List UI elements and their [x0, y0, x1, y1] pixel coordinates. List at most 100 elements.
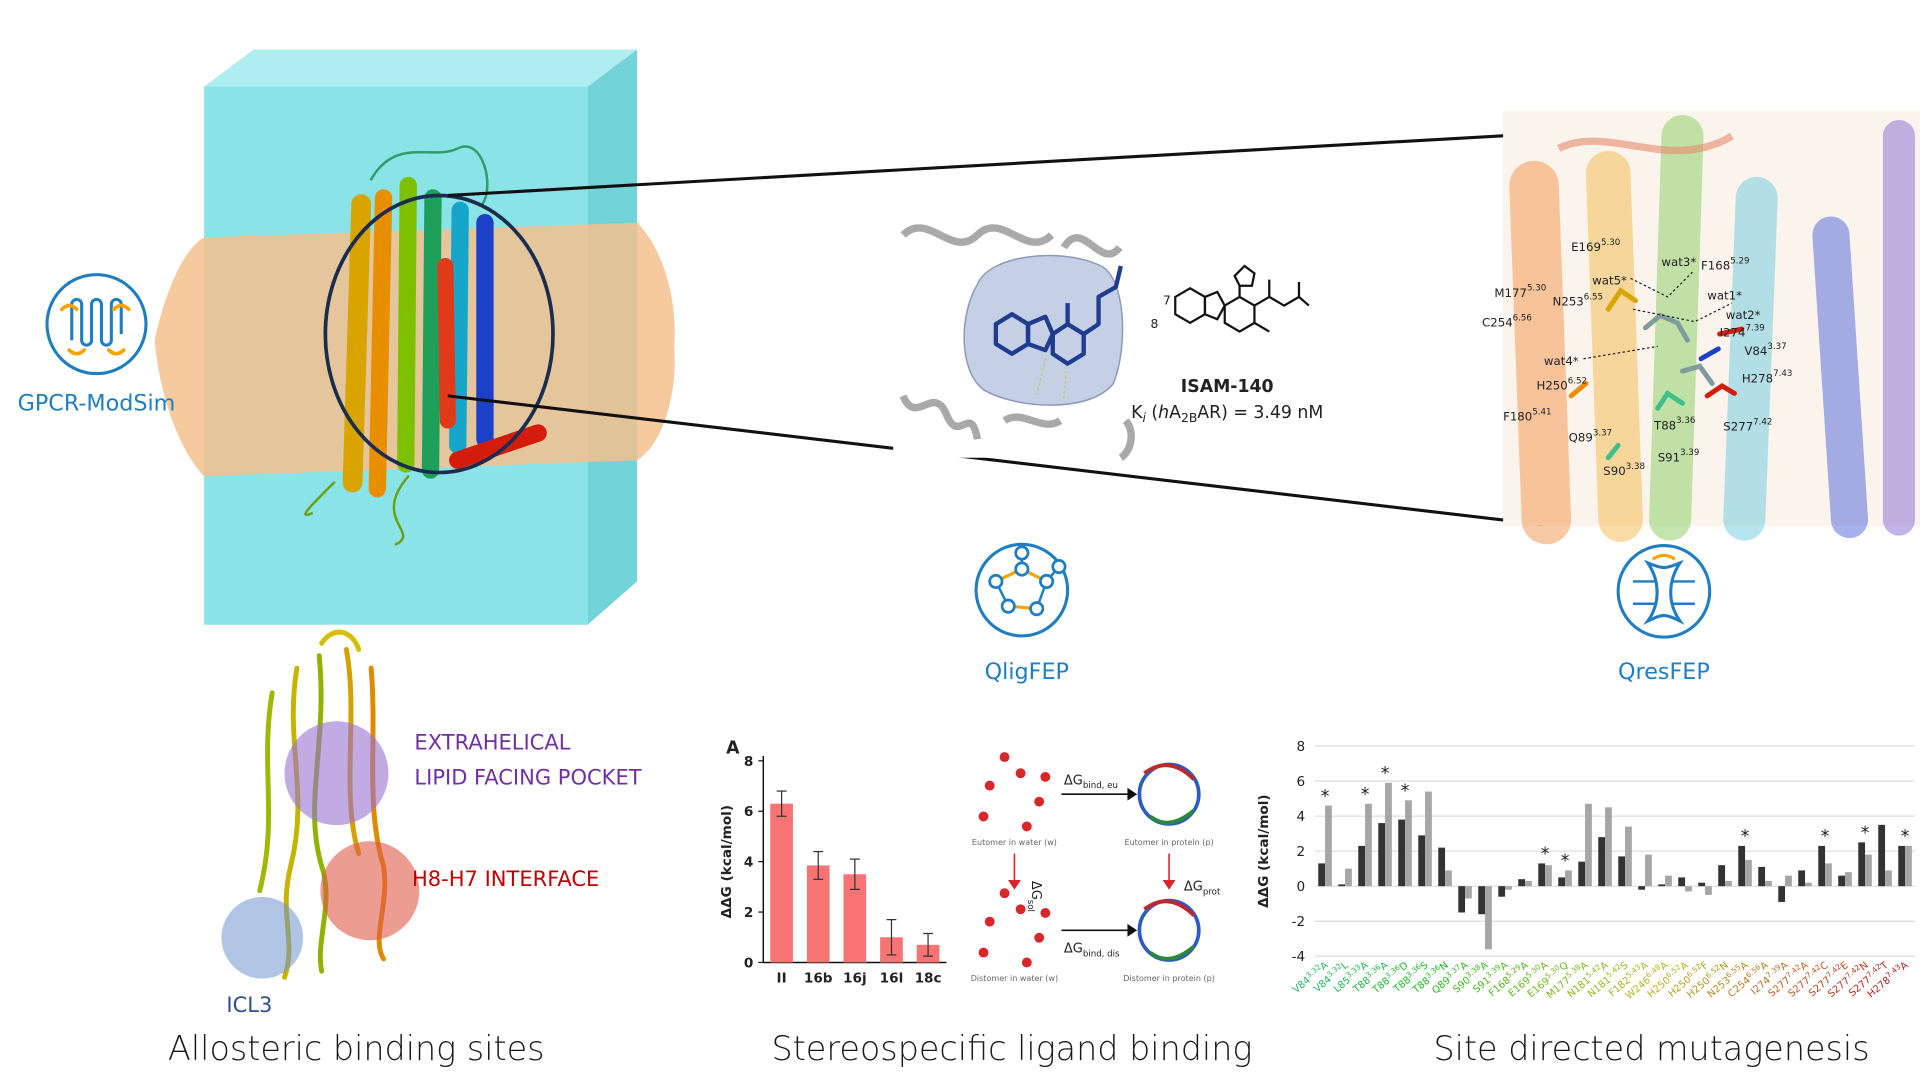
state-label: Distomer in protein (p)	[1123, 974, 1215, 983]
arrow-sub: bind, dis	[1083, 949, 1120, 959]
residue-label: M1775.30	[1494, 284, 1546, 300]
bar	[1525, 880, 1532, 887]
bar	[1505, 886, 1512, 890]
residue-label: N2536.55	[1553, 292, 1603, 308]
residue-name: Q89	[1569, 431, 1593, 445]
bar	[1358, 845, 1366, 887]
significance-mark: *	[1901, 827, 1910, 847]
bar	[1345, 868, 1352, 887]
ligand-ki: Ki (hA2BAR) = 3.49 nM	[1131, 403, 1323, 425]
bar	[1538, 863, 1546, 887]
y-tick-label: -4	[1292, 949, 1306, 965]
y-tick-label: 0	[1296, 879, 1305, 895]
residue-name: S91	[1658, 450, 1680, 464]
arrow-main: ΔG	[1028, 881, 1043, 900]
bar	[1885, 870, 1892, 887]
residue-name: F168	[1701, 259, 1730, 273]
arrow-sub: bind, eu	[1083, 781, 1118, 791]
residue-label: C2546.56	[1482, 313, 1532, 329]
bar	[1898, 845, 1906, 887]
ki-part: AR) = 3.49 nM	[1197, 403, 1323, 423]
y-tick-label: 4	[744, 855, 753, 871]
residue-bw: 6.52	[1568, 377, 1587, 387]
ki-part: A	[1169, 403, 1181, 423]
x-tick-label: H2787.43A	[1864, 958, 1911, 1001]
bar	[1905, 845, 1912, 887]
residue-name: F180	[1503, 410, 1532, 424]
bar	[1485, 886, 1492, 950]
bar	[1578, 861, 1586, 887]
y-tick-label: 6	[1296, 774, 1305, 790]
arrow-label: ΔGbind, eu	[1064, 773, 1118, 791]
bar	[1765, 880, 1772, 887]
residue-label: F1805.41	[1503, 407, 1551, 423]
bar	[1745, 859, 1752, 887]
state-label: Distomer in water (w)	[971, 974, 1058, 983]
residue-label: H2787.43	[1742, 369, 1793, 385]
significance-mark: *	[1381, 764, 1390, 784]
ki-part: K	[1131, 403, 1143, 423]
water-label: wat1*	[1707, 288, 1742, 302]
bar	[806, 865, 830, 963]
box-top	[204, 49, 638, 87]
residue-label: T883.36	[1653, 416, 1695, 432]
water-label: wat4*	[1544, 354, 1579, 368]
panel-label: A	[726, 738, 740, 758]
tool-name: QligFEP	[985, 659, 1069, 685]
bar	[1518, 879, 1526, 887]
allosteric-structure	[221, 629, 420, 980]
bar	[1565, 870, 1572, 887]
bar	[1825, 863, 1832, 887]
residue-bw: 3.36	[1676, 416, 1695, 426]
bar	[1638, 886, 1646, 890]
bar	[843, 874, 867, 963]
residue-bw: 7.39	[1745, 323, 1764, 333]
residue-bw: 3.38	[1626, 462, 1645, 472]
site-label: LIPID FACING POCKET	[414, 764, 641, 789]
bar	[1438, 847, 1446, 887]
bar	[1398, 819, 1406, 887]
significance-mark: *	[1561, 852, 1570, 872]
bar	[1698, 882, 1706, 887]
residue-bw: 6.56	[1513, 313, 1532, 323]
membrane-box	[154, 49, 675, 625]
bar	[1718, 865, 1726, 887]
significance-mark: *	[1401, 782, 1410, 802]
x-tick-label: 16j	[843, 970, 867, 986]
residue-label: E1695.30	[1571, 238, 1620, 254]
ligand-pocket-panel: 7 8 ISAM-140 Ki (hA2BAR) = 3.49 nM	[893, 210, 1323, 461]
error-bar	[923, 932, 934, 957]
y-tick-label: 4	[1296, 809, 1305, 825]
bar	[1465, 886, 1472, 899]
x-tick-label: 16b	[804, 970, 833, 986]
residue-bw: 3.37	[1593, 428, 1612, 438]
bar	[1658, 884, 1666, 887]
significance-mark: *	[1861, 824, 1870, 844]
brand-logo	[45, 273, 148, 376]
y-tick-label: 2	[744, 905, 753, 921]
bar	[1878, 824, 1886, 887]
residue-bw: 5.30	[1601, 238, 1620, 248]
mutation: S	[1419, 960, 1431, 972]
arrow-label: ΔGprot	[1184, 880, 1221, 898]
residue-label: S903.38	[1603, 462, 1645, 478]
error-bar	[776, 790, 787, 817]
bar	[1365, 803, 1372, 887]
zoom-line	[447, 394, 1542, 527]
brand-name: GPCR-ModSim	[18, 391, 176, 417]
atom-label: 7	[1163, 293, 1171, 307]
bar	[1785, 875, 1792, 887]
bar	[1758, 866, 1766, 887]
ki-part: h	[1158, 403, 1169, 423]
thermo-cycle	[978, 752, 1201, 968]
residue-label: H2506.52	[1536, 377, 1587, 393]
residue-bw: 3.37	[1767, 342, 1786, 352]
water-label: wat2*	[1726, 308, 1761, 322]
residue-name: M177	[1494, 286, 1527, 300]
mutation: E	[1839, 960, 1851, 972]
arrow-main: ΔG	[1064, 942, 1083, 957]
y-axis-label: ΔΔG (kcal/mol)	[1256, 794, 1272, 907]
residue-name: H278	[1742, 371, 1773, 385]
bar	[770, 803, 793, 963]
